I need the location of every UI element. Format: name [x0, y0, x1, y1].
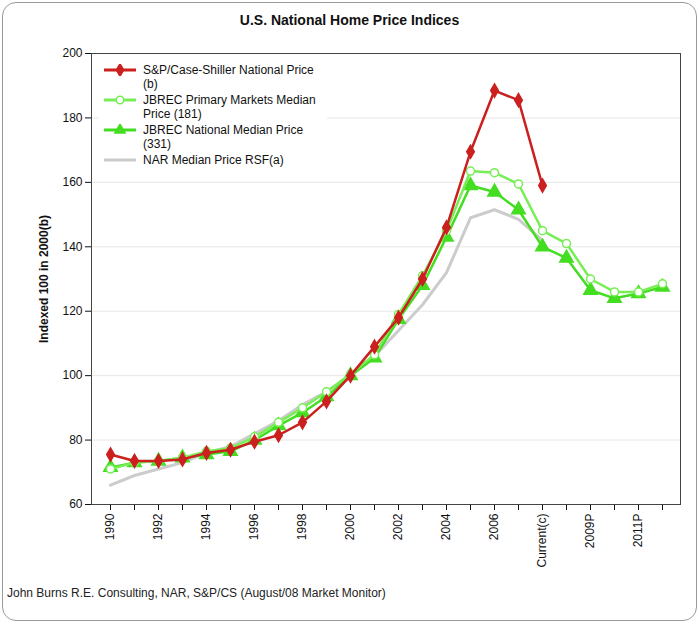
- svg-text:200: 200: [62, 46, 82, 60]
- svg-text:2006: 2006: [487, 513, 501, 540]
- svg-text:160: 160: [62, 175, 82, 189]
- svg-text:2002: 2002: [391, 513, 405, 540]
- svg-text:80: 80: [69, 433, 83, 447]
- svg-text:Indexed 100 in 2000(b): Indexed 100 in 2000(b): [37, 215, 51, 343]
- svg-text:2000: 2000: [343, 513, 357, 540]
- svg-text:2004: 2004: [439, 513, 453, 540]
- svg-text:1994: 1994: [199, 513, 213, 540]
- html-text:U.S. National Home Price Indic: U.S. National Home Price Indices: [239, 12, 460, 28]
- svg-text:180: 180: [62, 111, 82, 125]
- html-text:S&P/Case-Shiller National Pric: S&P/Case-Shiller National Price (b): [143, 63, 314, 91]
- svg-text:100: 100: [62, 368, 82, 382]
- svg-text:2011P: 2011P: [631, 514, 645, 548]
- html-text:JBREC National Median Price (3: JBREC National Median Price (331): [143, 123, 304, 151]
- svg-text:140: 140: [62, 240, 82, 254]
- svg-text:2009P: 2009P: [583, 514, 597, 549]
- html-text:John Burns R.E. Consulting, NA: John Burns R.E. Consulting, NAR, S&P/CS …: [7, 586, 386, 600]
- svg-text:1992: 1992: [151, 513, 165, 540]
- html-text:NAR Median Price RSF(a): NAR Median Price RSF(a): [143, 153, 284, 167]
- svg-text:1998: 1998: [295, 513, 309, 540]
- svg-text:60: 60: [69, 497, 83, 511]
- svg-text:1990: 1990: [103, 513, 117, 540]
- svg-text:120: 120: [62, 304, 82, 318]
- svg-text:1996: 1996: [247, 513, 261, 540]
- html-text:JBREC Primary Markets Median P: JBREC Primary Markets Median Price (181): [143, 93, 316, 121]
- svg-text:Current(c): Current(c): [535, 514, 549, 568]
